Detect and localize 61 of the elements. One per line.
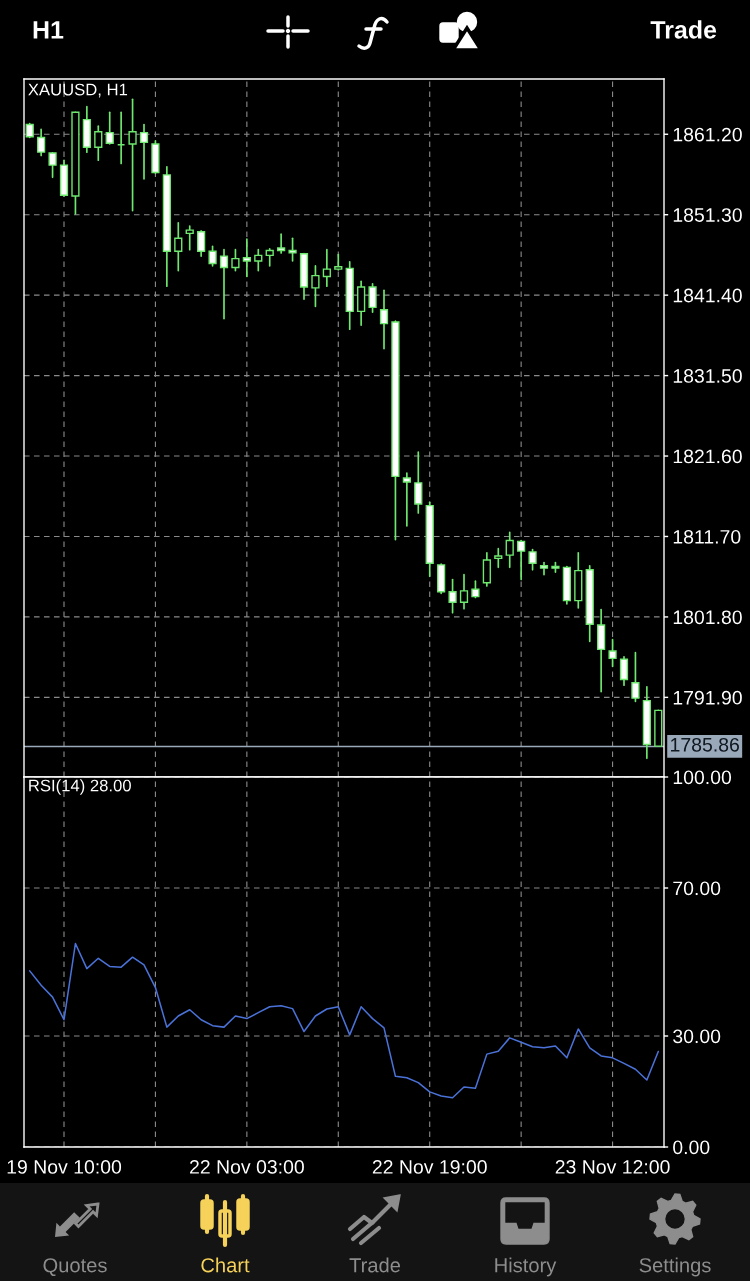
y-tick-label: 0.00 [673,1140,710,1155]
candlestick [608,638,617,668]
text: Chart [201,1257,250,1273]
candlestick [288,237,297,262]
chart-title: XAUUSD, H1 [28,83,128,98]
candlestick [219,248,229,320]
ref-line-label: 1785.86 [671,737,739,752]
candlestick [517,539,526,581]
candlestick [208,245,217,267]
candlestick [528,548,537,571]
candlestick [379,289,389,350]
y-tick-label: 70.00 [673,881,721,896]
candlestick [631,651,640,703]
x-tick-label: 23 Nov 12:00 [555,1160,670,1174]
candlestick [482,551,491,587]
text: H1 [33,21,64,39]
candlestick [231,248,240,272]
candlestick [311,265,320,308]
candlestick [48,152,57,179]
candlestick [185,225,194,251]
candlestick [448,578,457,614]
y-tick-label: 100.00 [673,770,732,785]
candlestick [197,230,206,257]
y-tick-label: 1821.60 [673,449,742,464]
candlestick [174,221,183,272]
text: Settings [639,1257,711,1277]
candlestick [105,111,114,145]
y-tick-label: 1831.50 [673,369,742,383]
y-tick-label: 1861.20 [673,127,742,142]
candlestick [37,128,46,157]
line-series [28,942,660,1099]
candlestick [94,125,103,162]
y-tick-label: 1791.90 [673,690,742,705]
candlestick [505,531,514,569]
x-tick-label: 19 Nov 10:00 [7,1160,122,1174]
candlestick [128,98,137,212]
candlestick [402,472,411,527]
candlestick [277,233,286,254]
chart-title: RSI(14) 28.00 [29,779,131,795]
candlestick [619,655,629,687]
text: Trade [349,1257,401,1273]
candlestick [322,248,331,288]
candlestick [139,123,149,180]
x-tick-label: 22 Nov 03:00 [190,1160,304,1174]
y-tick-label: 1851.30 [673,208,742,222]
x-tick-label: 22 Nov 19:00 [372,1160,487,1174]
y-tick-label: 1811.70 [673,529,741,544]
candlestick [334,253,343,271]
y-tick-label: 1801.80 [673,610,742,625]
candlestick [494,547,503,569]
text: Trade [650,20,717,39]
text: Quotes [43,1258,107,1277]
candlestick [459,573,469,610]
text: History [495,1257,557,1277]
candlestick [368,282,377,314]
candlestick [539,561,549,576]
y-tick-label: 30.00 [673,1029,721,1044]
y-tick-label: 1841.40 [673,288,742,303]
candlestick [242,238,251,278]
candlestick [414,451,423,514]
candlestick [254,248,263,272]
